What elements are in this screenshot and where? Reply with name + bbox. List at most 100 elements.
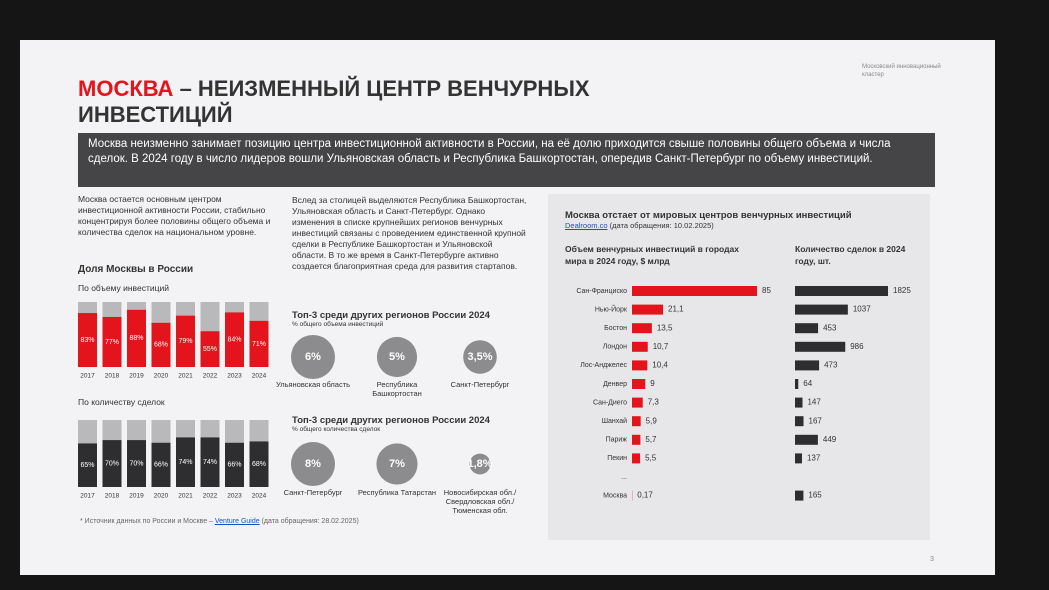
bar <box>102 440 122 487</box>
y-tick-label: Нью-Йорк <box>595 304 628 313</box>
bar-label: 1037 <box>853 305 871 314</box>
source-link[interactable]: Dealroom.co <box>565 221 608 230</box>
x-tick-label: 2023 <box>227 493 242 500</box>
bar-label: 5,9 <box>646 416 658 425</box>
panel-title: Москва отстает от мировых центров венчур… <box>565 210 852 221</box>
bar <box>632 304 664 315</box>
bar <box>151 442 171 487</box>
chart-title: Объем венчурных инвестиций в городах мир… <box>565 244 739 266</box>
bar-label: 70% <box>129 460 143 467</box>
bubble-label: 5% <box>389 351 405 363</box>
bar-label: 7,3 <box>648 398 660 407</box>
bar-label: 64 <box>803 379 812 388</box>
bar-label: 21,1 <box>668 305 684 314</box>
bubble-category: Санкт-Петербург <box>450 380 510 389</box>
bar-label: 71% <box>252 341 266 348</box>
bar-label: 68% <box>154 342 168 349</box>
bar <box>795 286 888 296</box>
bar <box>632 397 643 408</box>
bubble-label: 3,5% <box>467 351 492 363</box>
bar <box>795 341 846 352</box>
panel <box>548 194 930 540</box>
chart-title: Топ-3 среди других регионов России 2024 <box>292 310 490 321</box>
x-tick-label: 2020 <box>154 373 169 380</box>
panel-source: Dealroom.co (дата обращения: 10.02.2025) <box>565 221 714 230</box>
bar <box>632 360 648 371</box>
bar <box>249 441 269 487</box>
bar <box>151 322 171 367</box>
x-tick-label: 2018 <box>105 373 120 380</box>
bar <box>200 437 220 487</box>
bar <box>249 320 269 367</box>
bar-label: 88% <box>129 335 143 342</box>
bar-label: 65% <box>80 462 94 469</box>
bar <box>795 434 818 445</box>
bar-label: 9 <box>650 379 655 388</box>
bubble <box>291 442 335 486</box>
bar-label: 83% <box>80 337 94 344</box>
y-tick-label: Москва <box>603 492 627 499</box>
chart-subtitle: % общего объема инвестиций <box>292 321 384 328</box>
bubble-category: Новосибирская обл./ Свердловская обл./ Т… <box>443 488 517 515</box>
x-tick-label: 2021 <box>178 373 193 380</box>
bubble-category: Республика Башкортостан <box>372 380 422 398</box>
bar-label: 74% <box>178 459 192 466</box>
bar-label: 449 <box>823 435 837 444</box>
bar-label: 167 <box>809 416 823 425</box>
footnote-text: * Источник данных по России и Москве – <box>80 518 213 525</box>
bar-label: 84% <box>227 337 241 344</box>
bubble-label: 6% <box>305 351 321 363</box>
x-tick-label: 2020 <box>154 493 169 500</box>
bar-label: 453 <box>823 323 837 332</box>
bubble <box>376 443 418 485</box>
bubble <box>469 453 491 475</box>
bar <box>632 434 641 445</box>
chart-title: Топ-3 среди других регионов России 2024 <box>292 415 490 426</box>
x-tick-label: 2021 <box>178 493 193 500</box>
bar-label: 986 <box>850 342 864 351</box>
bar <box>632 341 648 352</box>
y-tick-label: Сан-Франциско <box>576 288 627 295</box>
bar <box>795 453 802 464</box>
bar <box>176 315 195 367</box>
bar <box>102 316 122 367</box>
bar-label: 66% <box>154 462 168 469</box>
chart-subtitle: % общего количества сделок <box>292 426 381 433</box>
y-tick-label: ... <box>621 474 627 481</box>
bar-label: 70% <box>105 460 119 467</box>
bar-label: 68% <box>252 461 266 468</box>
chart-subtitle: По количеству сделок <box>78 397 165 407</box>
left-text: Москва остается основным центром инвести… <box>78 194 271 237</box>
y-tick-label: Лондон <box>603 344 627 351</box>
bar-label: 79% <box>178 338 192 345</box>
bar <box>795 379 799 389</box>
chart-title: Количество сделок в 2024 году, шт. <box>795 244 906 266</box>
bar <box>795 323 819 334</box>
source-date: (дата обращения: 10.02.2025) <box>609 221 714 230</box>
x-tick-label: 2023 <box>227 373 242 380</box>
footnote-link[interactable]: Venture Guide <box>214 518 260 525</box>
bar <box>632 286 757 296</box>
footnote-date: (дата обращения: 28.02.2025) <box>261 518 359 525</box>
bubble-label: 1,8% <box>467 458 492 470</box>
bar <box>632 453 641 464</box>
bar-label: 473 <box>824 361 838 370</box>
footnote: * Источник данных по России и Москве – V… <box>80 518 359 527</box>
x-tick-label: 2019 <box>129 373 144 380</box>
bar <box>225 312 244 367</box>
bubble-category: Санкт-Петербург <box>283 488 343 497</box>
bubble-category: Республика Татарстан <box>357 488 437 497</box>
bar <box>127 440 146 487</box>
bar-label: 77% <box>105 339 119 346</box>
bar <box>795 397 803 408</box>
bubble <box>463 340 497 374</box>
title-rest: – НЕИЗМЕННЫЙ ЦЕНТР ВЕНЧУРНЫХ ИНВЕСТИЦИЙ <box>78 76 590 127</box>
bar-label: 13,5 <box>657 323 673 332</box>
bar-label: 137 <box>807 454 821 463</box>
bar-label: 74% <box>203 459 217 466</box>
slide-title: МОСКВА – НЕИЗМЕННЫЙ ЦЕНТР ВЕНЧУРНЫХ ИНВЕ… <box>78 76 718 128</box>
bubble-category: Ульяновская область <box>275 380 351 389</box>
bar <box>632 416 641 427</box>
title-accent: МОСКВА <box>78 76 174 101</box>
